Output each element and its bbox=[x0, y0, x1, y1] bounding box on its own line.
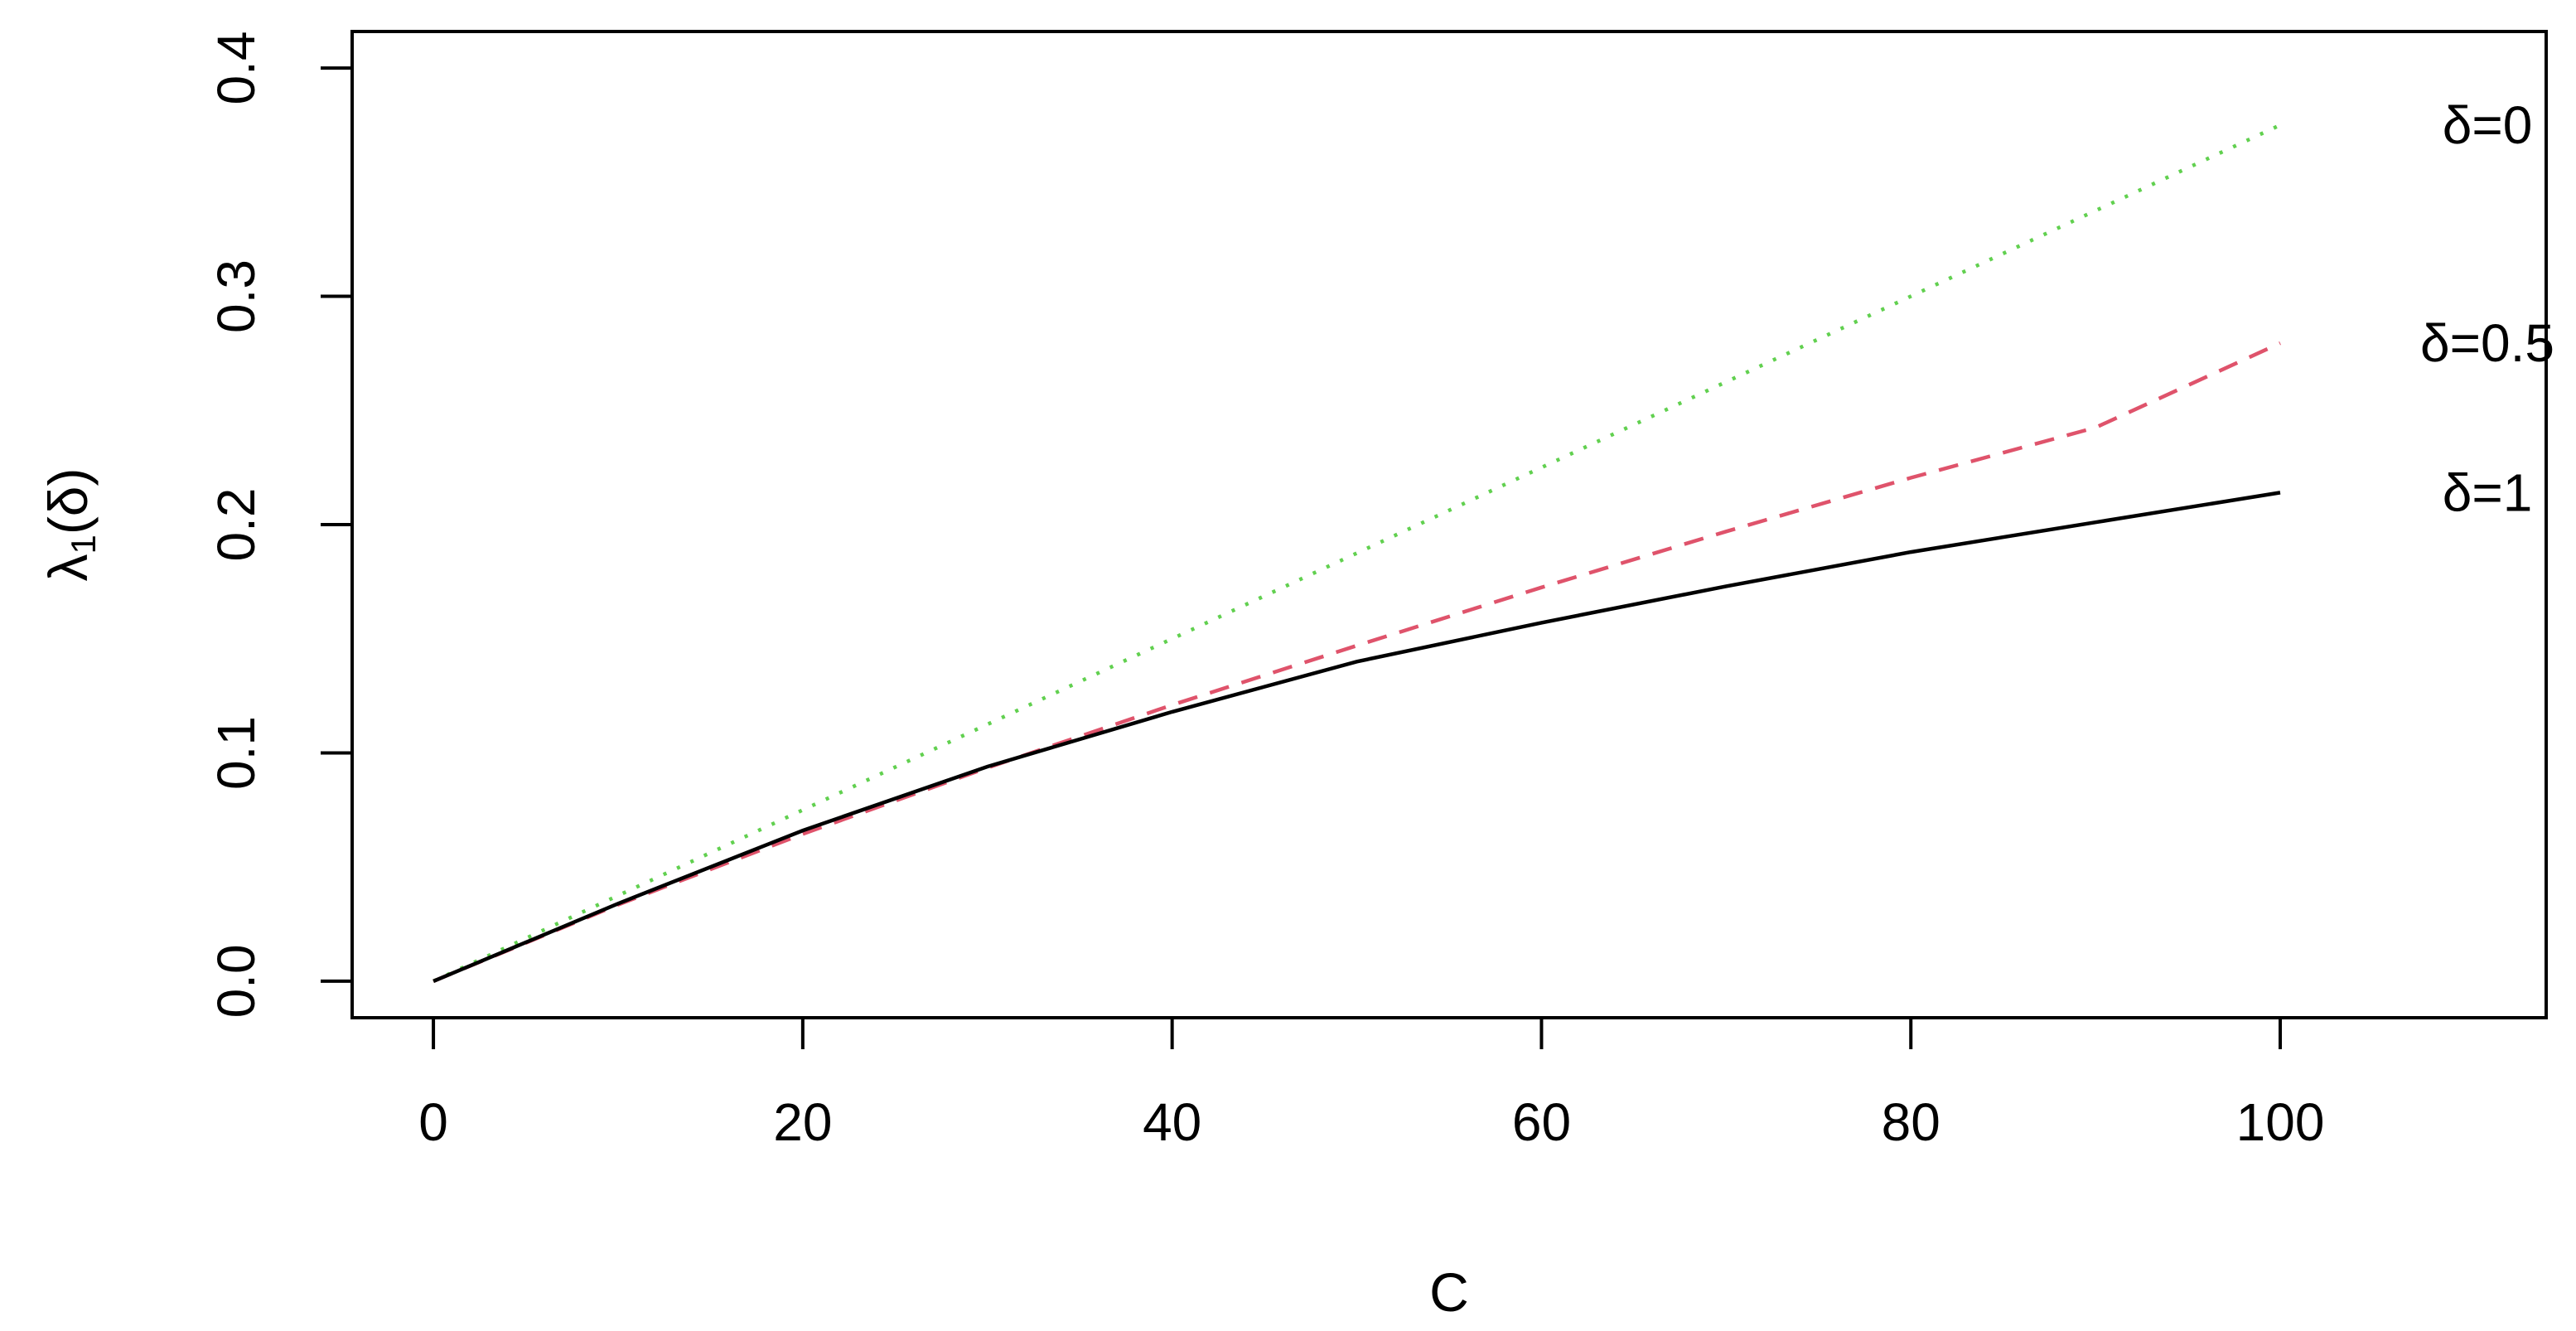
y-tick-label: 0.1 bbox=[206, 716, 266, 790]
series-label: δ=1 bbox=[2443, 462, 2533, 522]
series-line bbox=[433, 491, 2281, 983]
y-axis: 0.0 0.1 0.2 0.3 0.4 bbox=[206, 31, 354, 1018]
y-axis-title-suffix: (δ) bbox=[37, 467, 99, 535]
x-axis-title: C bbox=[1429, 1261, 1469, 1323]
x-tick-label: 20 bbox=[773, 1092, 832, 1152]
series-label: δ=0.5 bbox=[2420, 313, 2554, 373]
y-axis-title-subscript: 1 bbox=[64, 535, 103, 554]
x-tick-label: 0 bbox=[418, 1092, 448, 1152]
series-label: δ=0 bbox=[2443, 95, 2533, 155]
series-labels: δ=0 δ=0.5 δ=1 bbox=[2420, 95, 2554, 522]
y-axis-title-base: λ bbox=[37, 554, 99, 582]
plot-frame bbox=[350, 30, 2548, 1019]
y-tick-label: 0.3 bbox=[206, 259, 266, 333]
x-tick-label: 40 bbox=[1143, 1092, 1201, 1152]
x-tick-label: 60 bbox=[1512, 1092, 1571, 1152]
x-tick-label: 80 bbox=[1882, 1092, 1940, 1152]
y-tick-label: 0.4 bbox=[206, 31, 266, 105]
series-line bbox=[433, 341, 2281, 983]
series-line bbox=[433, 123, 2281, 983]
series-layer bbox=[433, 123, 2281, 983]
y-tick-label: 0.0 bbox=[206, 944, 266, 1018]
x-tick-label: 100 bbox=[2236, 1092, 2325, 1152]
y-axis-title: λ1(δ) bbox=[37, 467, 103, 581]
y-tick-label: 0.2 bbox=[206, 488, 266, 562]
x-axis: 0 20 40 60 80 100 bbox=[418, 1016, 2325, 1152]
